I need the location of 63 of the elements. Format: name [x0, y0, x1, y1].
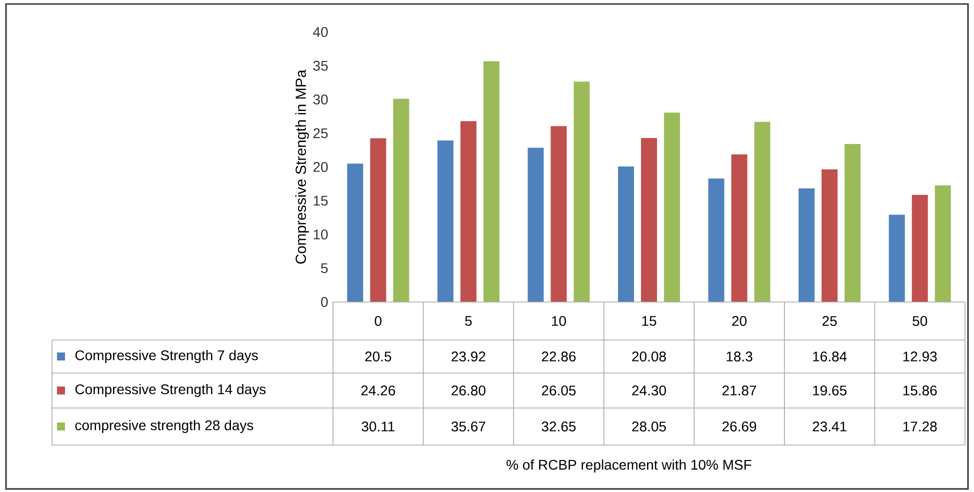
x-tick-label: 50 — [912, 316, 928, 326]
data-label: 26.05 — [542, 386, 576, 396]
x-tick-label: 5 — [465, 316, 472, 326]
bar — [888, 214, 905, 302]
data-label: 22.86 — [542, 352, 576, 362]
bar — [822, 169, 838, 302]
data-label: 17.28 — [903, 422, 937, 432]
y-tick-label: 35 — [313, 60, 328, 71]
y-tick-label: 0 — [321, 297, 328, 307]
x-tick-label: 15 — [642, 316, 656, 326]
data-label: 24.26 — [361, 386, 396, 396]
bar — [731, 154, 748, 302]
data-label: 15.86 — [903, 386, 937, 396]
bar — [574, 82, 590, 302]
data-label: 32.65 — [542, 422, 576, 432]
data-label: 16.84 — [813, 352, 847, 362]
data-label: 20.5 — [365, 352, 392, 362]
bar — [550, 126, 567, 302]
y-tick-label: 10 — [314, 230, 328, 240]
bar — [483, 61, 500, 302]
text: % of RCBP replacement with 10% MSF — [506, 459, 752, 473]
bar — [754, 122, 770, 302]
data-label: 20.08 — [632, 352, 666, 362]
legend-label: Compressive Strength 14 days — [75, 384, 266, 398]
y-tick-label: 25 — [313, 128, 328, 138]
data-label: 35.67 — [451, 422, 486, 432]
data-label: 26.69 — [722, 422, 756, 432]
x-tick-label: 25 — [822, 316, 837, 326]
data-label: 18.3 — [726, 352, 752, 362]
bar — [370, 138, 386, 302]
bar — [393, 98, 410, 302]
data-label: 23.92 — [452, 352, 486, 362]
y-tick-label: 15 — [314, 196, 328, 206]
bar — [437, 140, 454, 302]
legend-label: Compressive Strength 7 days — [75, 350, 258, 364]
bar — [844, 144, 861, 302]
bar — [934, 185, 951, 302]
bar — [912, 194, 928, 302]
bar — [618, 166, 634, 302]
legend-label: compresive strength 28 days — [75, 420, 254, 434]
data-label: 19.65 — [813, 386, 846, 396]
bar — [460, 121, 476, 302]
y-axis-title: Compressive Strength in MPa — [295, 70, 309, 264]
x-tick-label: 0 — [374, 316, 382, 326]
bar — [347, 164, 364, 302]
data-label: 21.87 — [722, 386, 756, 396]
data-label: 23.41 — [812, 422, 846, 432]
data-label: 28.05 — [632, 422, 666, 432]
bar — [664, 112, 680, 302]
y-tick-label: 30 — [313, 94, 328, 104]
data-label: 26.80 — [452, 386, 486, 396]
bar — [708, 178, 724, 302]
bar — [641, 138, 657, 302]
bar — [528, 148, 544, 302]
y-tick-label: 40 — [313, 27, 328, 37]
data-label: 24.30 — [632, 386, 666, 396]
x-tick-label: 20 — [732, 316, 747, 326]
bar — [798, 188, 815, 302]
x-tick-label: 10 — [552, 316, 566, 326]
data-label: 12.93 — [903, 352, 937, 362]
y-tick-label: 5 — [321, 263, 328, 274]
y-tick-label: 20 — [313, 162, 328, 172]
data-label: 30.11 — [362, 422, 394, 432]
